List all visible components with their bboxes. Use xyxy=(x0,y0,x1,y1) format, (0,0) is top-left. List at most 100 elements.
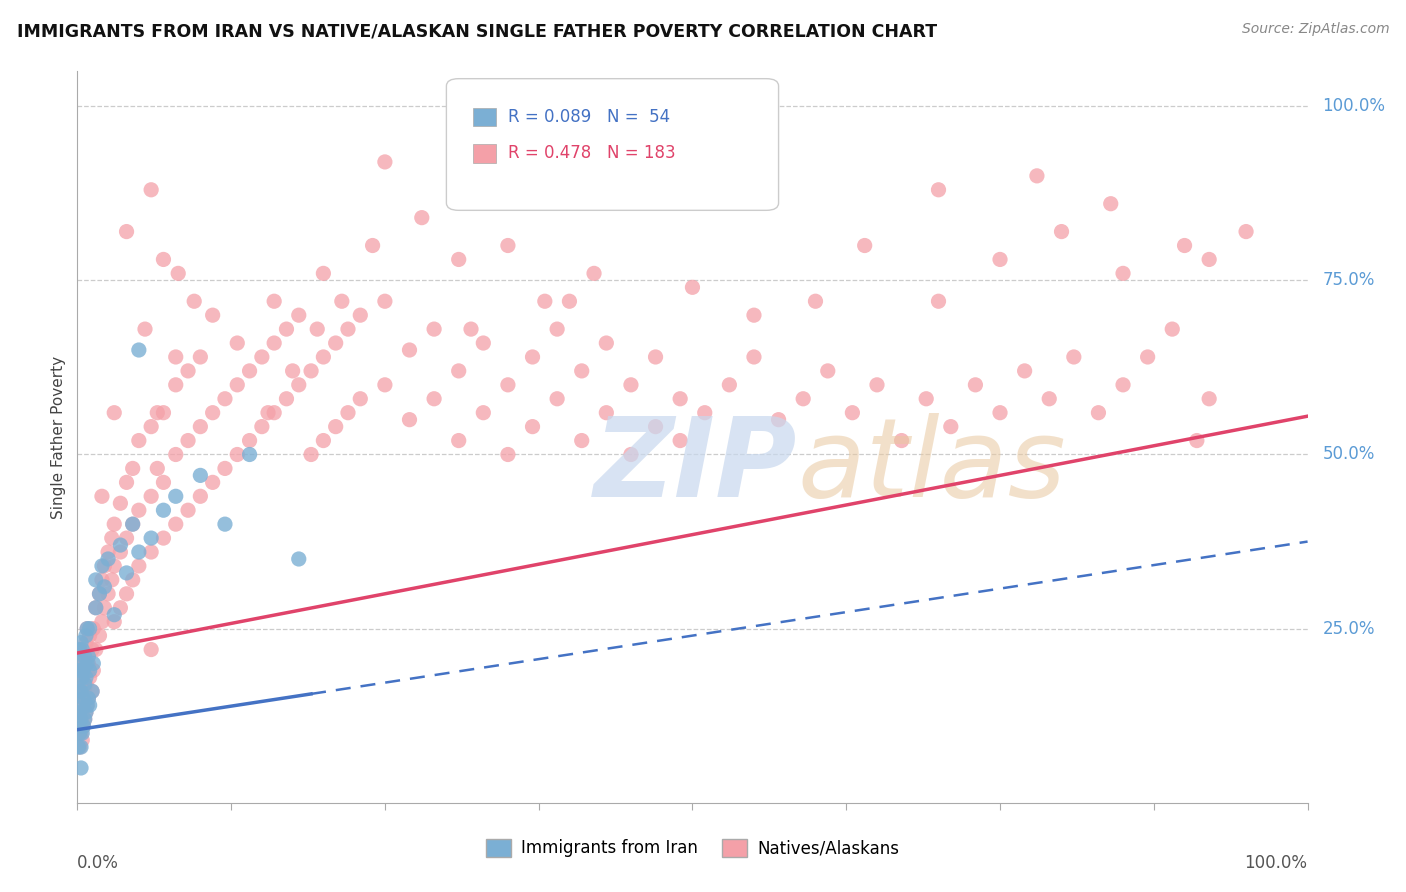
Point xyxy=(141,419,163,434)
Point xyxy=(73,657,96,671)
Point xyxy=(214,392,236,406)
Point xyxy=(69,726,91,740)
Point xyxy=(263,406,285,420)
Point xyxy=(841,406,863,420)
Point xyxy=(76,698,98,713)
Point xyxy=(1112,377,1135,392)
Point xyxy=(75,635,97,649)
Point xyxy=(307,322,329,336)
Point xyxy=(239,434,262,448)
Point xyxy=(103,517,125,532)
Point xyxy=(447,252,470,267)
Point xyxy=(128,343,150,357)
Point xyxy=(72,664,94,678)
Point xyxy=(226,377,249,392)
Point xyxy=(239,448,262,462)
Point xyxy=(263,294,285,309)
Point xyxy=(82,684,104,698)
Point xyxy=(76,622,98,636)
Point xyxy=(583,266,606,280)
Point xyxy=(496,377,519,392)
Text: 75.0%: 75.0% xyxy=(1323,271,1375,289)
Point xyxy=(77,691,100,706)
Point xyxy=(349,308,371,322)
Point xyxy=(165,448,187,462)
Point xyxy=(70,726,93,740)
Point xyxy=(546,392,568,406)
Point xyxy=(1063,350,1085,364)
Point xyxy=(141,642,163,657)
Point xyxy=(312,266,335,280)
Point xyxy=(70,698,93,713)
Point xyxy=(312,434,335,448)
Point xyxy=(183,294,205,309)
Point xyxy=(522,350,544,364)
Point xyxy=(103,406,125,420)
Point xyxy=(90,558,114,573)
Point xyxy=(128,558,150,573)
Point xyxy=(817,364,839,378)
Point xyxy=(70,740,93,755)
Point xyxy=(1026,169,1049,183)
Point xyxy=(312,350,335,364)
Point xyxy=(374,155,396,169)
Point xyxy=(76,657,98,671)
Point xyxy=(79,664,101,678)
Point xyxy=(84,573,107,587)
Point xyxy=(70,649,93,664)
Point xyxy=(167,266,190,280)
Point xyxy=(75,705,97,719)
Point xyxy=(337,322,360,336)
Point xyxy=(69,642,91,657)
Point xyxy=(1112,266,1135,280)
Point xyxy=(82,664,104,678)
Point xyxy=(188,489,212,503)
Point xyxy=(103,558,125,573)
Point xyxy=(141,489,163,503)
Point xyxy=(558,294,581,309)
Point xyxy=(682,280,704,294)
Point xyxy=(534,294,557,309)
Point xyxy=(177,434,200,448)
Point xyxy=(70,733,93,747)
Point xyxy=(110,545,132,559)
Point xyxy=(121,517,143,532)
Point xyxy=(988,406,1011,420)
Point xyxy=(70,677,93,691)
Point xyxy=(644,419,666,434)
Point xyxy=(110,496,132,510)
Point xyxy=(152,531,174,545)
Point xyxy=(250,350,273,364)
Point xyxy=(288,308,311,322)
Point xyxy=(1161,322,1184,336)
Point xyxy=(70,698,93,713)
Point xyxy=(804,294,827,309)
Point xyxy=(165,377,187,392)
Text: 25.0%: 25.0% xyxy=(1323,620,1375,638)
Point xyxy=(201,406,224,420)
Point xyxy=(546,322,568,336)
Point xyxy=(79,629,101,643)
Point xyxy=(70,635,93,649)
Point xyxy=(115,531,138,545)
Point xyxy=(257,406,280,420)
Point xyxy=(1014,364,1036,378)
Point xyxy=(70,670,93,684)
Point xyxy=(188,350,212,364)
Legend: Immigrants from Iran, Natives/Alaskans: Immigrants from Iran, Natives/Alaskans xyxy=(479,832,905,864)
Point xyxy=(742,308,765,322)
Point xyxy=(93,580,115,594)
Point xyxy=(1234,225,1257,239)
Point xyxy=(84,642,107,657)
FancyBboxPatch shape xyxy=(447,78,779,211)
Point xyxy=(73,712,96,726)
Point xyxy=(965,377,987,392)
Point xyxy=(853,238,876,252)
Point xyxy=(928,294,950,309)
Point xyxy=(69,705,91,719)
FancyBboxPatch shape xyxy=(474,145,496,163)
Point xyxy=(69,712,91,726)
Point xyxy=(70,642,93,657)
Point xyxy=(134,322,156,336)
Point xyxy=(447,364,470,378)
